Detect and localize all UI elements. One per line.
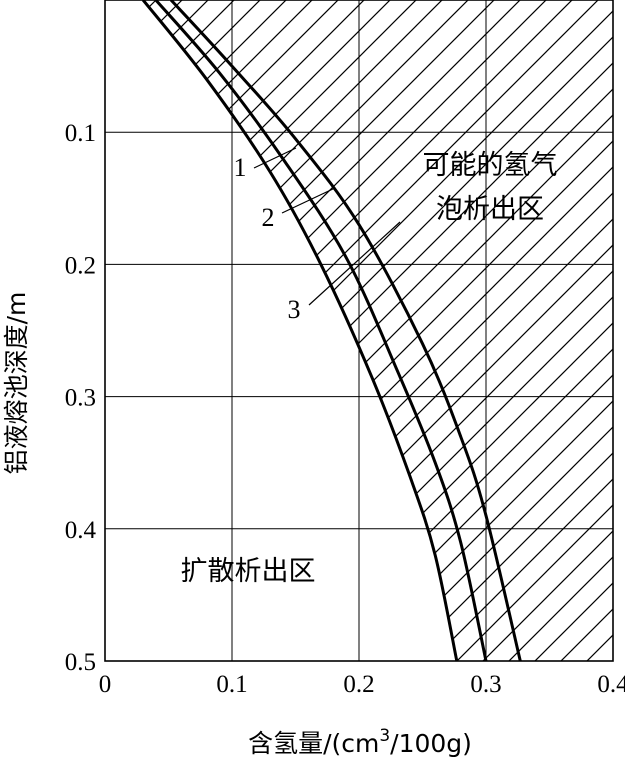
x-tick-label: 0.4: [597, 671, 625, 698]
y-tick-label: 0.2: [65, 252, 96, 279]
y-axis-label: 铝液熔池深度/m: [2, 292, 31, 475]
plot-frame: [104, 0, 614, 662]
series-1-leader: [253, 147, 297, 169]
series-1-label: 1: [234, 153, 247, 182]
x-tick-labels: 0 0.1 0.2 0.3 0.4: [99, 671, 625, 698]
x-tick-label: 0.1: [216, 671, 247, 698]
x-axis-label-superscript: 3: [379, 726, 390, 746]
series-3-leader: [308, 221, 401, 306]
y-tick-label: 0.4: [65, 517, 97, 544]
x-tick-label: 0.3: [470, 671, 501, 698]
series-3-label: 3: [288, 295, 301, 324]
series-2-leader: [281, 187, 336, 214]
series-3-line: [141, 0, 459, 662]
hatched-region-label-line1: 可能的氢气: [423, 150, 558, 181]
curves: [141, 0, 522, 662]
plot-area: [104, 0, 614, 662]
clear-region-label: 扩散析出区: [181, 556, 316, 587]
y-tick-labels: 0.1 0.2 0.3 0.4 0.5: [65, 120, 97, 676]
y-tick-label: 0.1: [65, 120, 96, 147]
series-2-line: [154, 0, 488, 662]
hatched-region: [143, 0, 613, 661]
series-2-label: 2: [262, 203, 275, 232]
y-tick-label: 0.5: [65, 649, 96, 676]
series-1-line: [169, 0, 522, 662]
gridlines: [105, 0, 613, 661]
hatched-region-label-line2: 泡析出区: [436, 194, 544, 225]
x-tick-label: 0.2: [343, 671, 374, 698]
x-tick-label: 0: [99, 671, 112, 698]
y-tick-label: 0.3: [65, 385, 96, 412]
curve-labels: 12 3: [234, 147, 401, 324]
x-axis-label: 含氢量/(cm3/100g): [248, 726, 472, 758]
